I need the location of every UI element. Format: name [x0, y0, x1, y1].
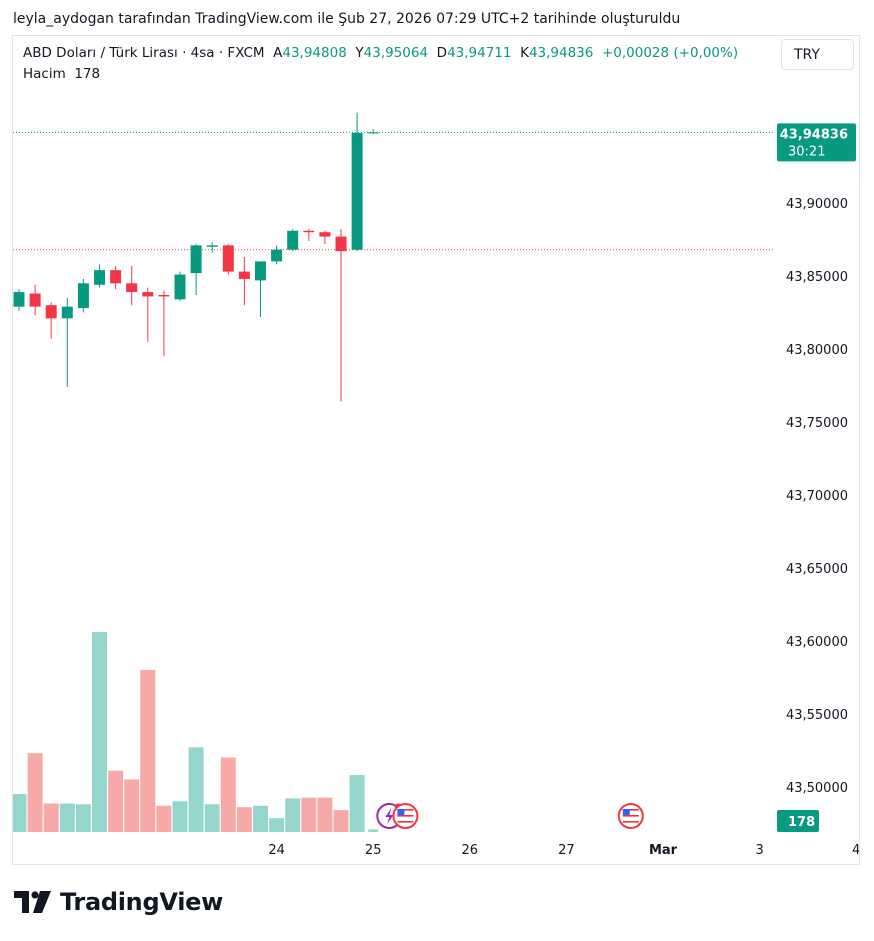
volume-bar [204, 804, 220, 832]
volume-bar [285, 798, 301, 832]
brand-name: TradingView [60, 888, 223, 916]
volume-bar [43, 803, 59, 832]
y-axis-tick-label: 43,80000 [786, 343, 848, 358]
candle-body [238, 271, 250, 279]
x-axis-tick-label: 4 [852, 843, 860, 858]
volume-value: 178 [74, 66, 101, 82]
candle-body [367, 132, 379, 134]
volume-bar [108, 770, 124, 832]
candle-body [319, 232, 331, 237]
candle-body [255, 261, 266, 281]
ohlc-legend: ABD Doları / Türk Lirası · 4sa · FXCM A4… [23, 45, 738, 61]
last-price-label: 43,94836 [780, 127, 848, 142]
volume-bar [368, 829, 379, 832]
chart-frame[interactable]: 43,90000 43,85000 43,80000 43,75000 43,70000… [12, 35, 860, 865]
candle-body [126, 283, 138, 293]
candle-body [142, 292, 154, 297]
candle-body [61, 306, 73, 319]
chart-caption: leyla_aydogan tarafından TradingView.com… [13, 11, 681, 27]
y-axis-tick-label: 43,90000 [786, 197, 848, 212]
close-value: 43,94836 [528, 45, 594, 61]
tradingview-logo-icon [14, 891, 51, 913]
open-value: 43,94808 [282, 45, 347, 61]
candle-body [351, 132, 363, 250]
volume-bar [253, 805, 268, 832]
y-axis-tick-label: 43,85000 [786, 270, 848, 285]
volume-bar [188, 747, 204, 832]
close-label: K [520, 45, 529, 61]
candle-body [174, 274, 186, 300]
countdown-label: 30:21 [788, 144, 825, 159]
candle-body [287, 230, 299, 250]
y-axis-tick-label: 43,60000 [786, 635, 848, 650]
volume-bar [124, 779, 140, 832]
candle-body [158, 294, 170, 297]
tradingview-logo[interactable]: TradingView [14, 888, 223, 916]
y-axis-tick-label: 43,70000 [786, 489, 848, 504]
volume-badge [777, 810, 819, 832]
candle-body [271, 249, 283, 262]
us-flag-event-icon[interactable] [392, 803, 419, 829]
volume-bar [59, 803, 75, 832]
candle-body [206, 245, 218, 247]
candle-body [303, 230, 315, 233]
y-axis-tick-label: 43,75000 [786, 416, 848, 431]
candle-body [222, 245, 234, 272]
us-flag-event-icon[interactable] [617, 803, 644, 829]
x-axis-tick-label: 26 [462, 843, 479, 858]
volume-bar [92, 632, 107, 832]
volume-bar [317, 797, 333, 832]
volume-badge-label: 178 [788, 815, 815, 830]
open-label: A [273, 45, 283, 61]
x-axis-tick-label: 25 [365, 843, 382, 858]
candle-body [45, 305, 57, 319]
low-label: D [436, 45, 448, 61]
volume-bar [333, 810, 349, 832]
volume-bar [301, 797, 317, 832]
y-axis-tick-label: 43,65000 [786, 562, 848, 577]
low-value: 43,94711 [447, 45, 512, 61]
high-label: Y [355, 45, 364, 61]
volume-bar [220, 757, 236, 832]
high-value: 43,95064 [363, 45, 429, 61]
y-axis-tick-label: 43,50000 [786, 781, 848, 796]
x-axis-tick-label: Mar [649, 843, 678, 858]
volume-bar [140, 669, 156, 832]
candle-body [13, 292, 25, 307]
x-axis-tick-label: 27 [558, 843, 575, 858]
x-axis-tick-label: 24 [268, 843, 285, 858]
y-axis-tick-label: 43,55000 [786, 708, 848, 723]
candle-body [94, 270, 105, 285]
volume-bar [27, 753, 43, 832]
volume-legend: Hacim 178 [23, 66, 100, 82]
currency-button[interactable]: TRY [781, 39, 854, 70]
volume-bar [236, 807, 252, 832]
change-value: +0,00028 (+0,00%) [601, 45, 739, 61]
candle-body [29, 293, 41, 307]
volume-bar [269, 818, 285, 832]
volume-label: Hacim [23, 66, 66, 82]
x-axis-tick-label: 3 [755, 843, 763, 858]
last-price-badge [777, 123, 856, 162]
candle-body [77, 283, 89, 309]
volume-bar [349, 775, 365, 832]
price-chart[interactable]: 43,90000 43,85000 43,80000 43,75000 43,70000… [13, 36, 860, 865]
volume-bar [13, 794, 27, 832]
candle-body [335, 236, 347, 252]
volume-bar [156, 805, 172, 832]
volume-bar [75, 804, 91, 832]
volume-bar [172, 801, 188, 832]
candle-body [110, 270, 122, 284]
candle-body [190, 245, 202, 274]
symbol-title[interactable]: ABD Doları / Türk Lirası · 4sa · FXCM [23, 45, 265, 61]
